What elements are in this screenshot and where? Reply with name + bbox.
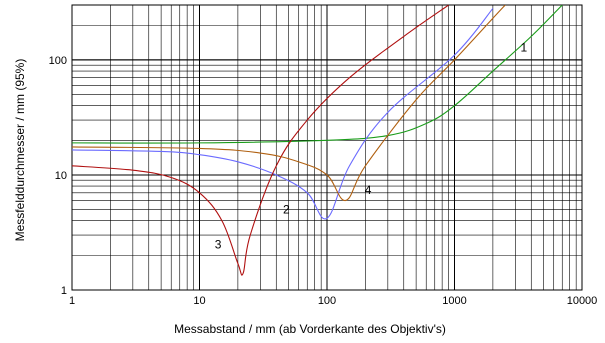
x-tick-label: 1000 bbox=[442, 295, 466, 307]
y-tick-label: 100 bbox=[49, 55, 67, 67]
y-tick-label: 1 bbox=[61, 285, 67, 297]
x-axis-label: Messabstand / mm (ab Vorderkante des Obj… bbox=[174, 322, 446, 336]
curve-label-4: 4 bbox=[365, 183, 372, 197]
series-line-1 bbox=[72, 5, 563, 144]
x-tick-label: 10000 bbox=[567, 295, 598, 307]
y-axis-label: Messfelddurchmesser / mm (95%) bbox=[13, 59, 27, 242]
series-line-3 bbox=[72, 5, 449, 276]
curve-label-2: 2 bbox=[283, 203, 290, 217]
x-tick-label: 1 bbox=[69, 295, 75, 307]
series-line-4 bbox=[72, 5, 506, 202]
series-group bbox=[72, 5, 563, 276]
series-line-2 bbox=[72, 8, 494, 220]
x-tick-label: 100 bbox=[318, 295, 336, 307]
curve-label-1: 1 bbox=[521, 41, 528, 55]
curve-labels: 1 2 3 4 bbox=[215, 41, 528, 252]
x-tick-labels: 1 10 100 1000 10000 bbox=[69, 295, 597, 307]
y-tick-labels: 1 10 100 bbox=[49, 55, 67, 297]
x-tick-label: 10 bbox=[193, 295, 205, 307]
curve-label-3: 3 bbox=[215, 237, 222, 251]
y-tick-label: 10 bbox=[55, 170, 67, 182]
